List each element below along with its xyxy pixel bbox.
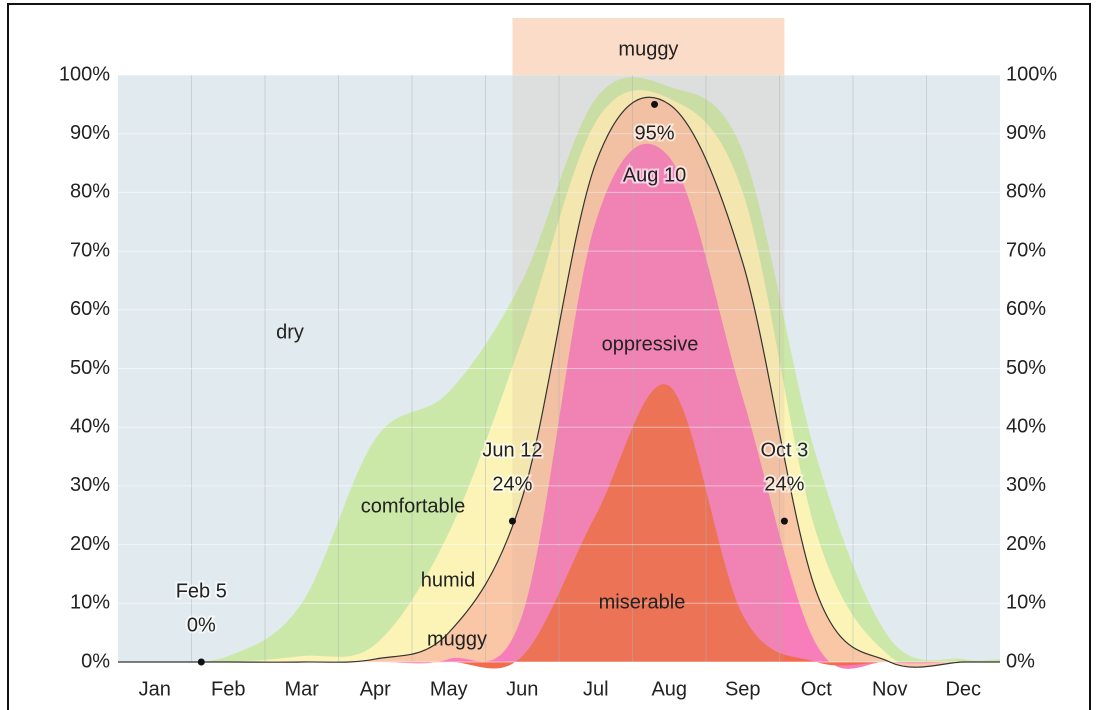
series-label: oppressive [602,333,699,355]
x-tick-label: Apr [360,678,391,700]
highlight-label: muggy [618,38,678,60]
x-tick-label: Aug [651,678,687,700]
area [118,97,1000,668]
x-tick-label: Sep [725,678,761,700]
y-tick-label: 70% [70,239,110,261]
y2-tick-label: 40% [1006,415,1046,437]
x-tick-label: Mar [285,678,320,700]
series-label: dry [276,321,304,343]
y2-tick-label: 30% [1006,474,1046,496]
annotation-date: Feb 5 [176,580,227,602]
annotation-point [651,100,659,108]
x-tick-label: May [430,678,468,700]
y-tick-label: 40% [70,415,110,437]
y2-tick-label: 50% [1006,357,1046,379]
y2-tick-label: 20% [1006,533,1046,555]
threshold-line [118,96,1000,668]
y-tick-label: 90% [70,122,110,144]
series-label: muggy [427,628,487,650]
x-tick-label: Feb [211,678,245,700]
series-label: humid [421,569,475,591]
annotation-value: 0% [187,614,216,636]
y-tick-label: 10% [70,592,110,614]
y2-tick-label: 100% [1006,63,1057,85]
area [118,143,1000,669]
annotation-date: Oct 3 [761,439,809,461]
y2-tick-label: 0% [1006,650,1035,672]
annotation-point [780,517,788,525]
y-tick-label: 60% [70,298,110,320]
y-tick-label: 30% [70,474,110,496]
x-tick-label: Dec [945,678,981,700]
highlight-header [512,18,785,75]
area [118,384,1000,669]
y2-tick-label: 80% [1006,181,1046,203]
highlight-band [512,75,785,662]
annotation-date: Aug 10 [623,165,686,187]
series-label: comfortable [361,495,466,517]
y-tick-label: 100% [59,63,110,85]
y2-tick-label: 90% [1006,122,1046,144]
y2-tick-label: 10% [1006,592,1046,614]
y2-tick-label: 60% [1006,298,1046,320]
annotation-date: Jun 12 [482,439,542,461]
annotation-point [197,658,205,666]
y-tick-label: 0% [81,650,110,672]
x-tick-label: Jan [139,678,171,700]
annotation-value: 95% [635,123,675,145]
annotation-point [508,517,516,525]
y-tick-label: 50% [70,357,110,379]
y-tick-label: 20% [70,533,110,555]
x-tick-label: Jun [506,678,538,700]
x-tick-label: Nov [872,678,908,700]
y2-tick-label: 70% [1006,239,1046,261]
x-tick-label: Oct [801,678,833,700]
series-label: miserable [599,591,686,613]
annotation-value: 24% [764,473,804,495]
annotation-value: 24% [492,473,532,495]
y-tick-label: 80% [70,181,110,203]
x-tick-label: Jul [583,678,609,700]
